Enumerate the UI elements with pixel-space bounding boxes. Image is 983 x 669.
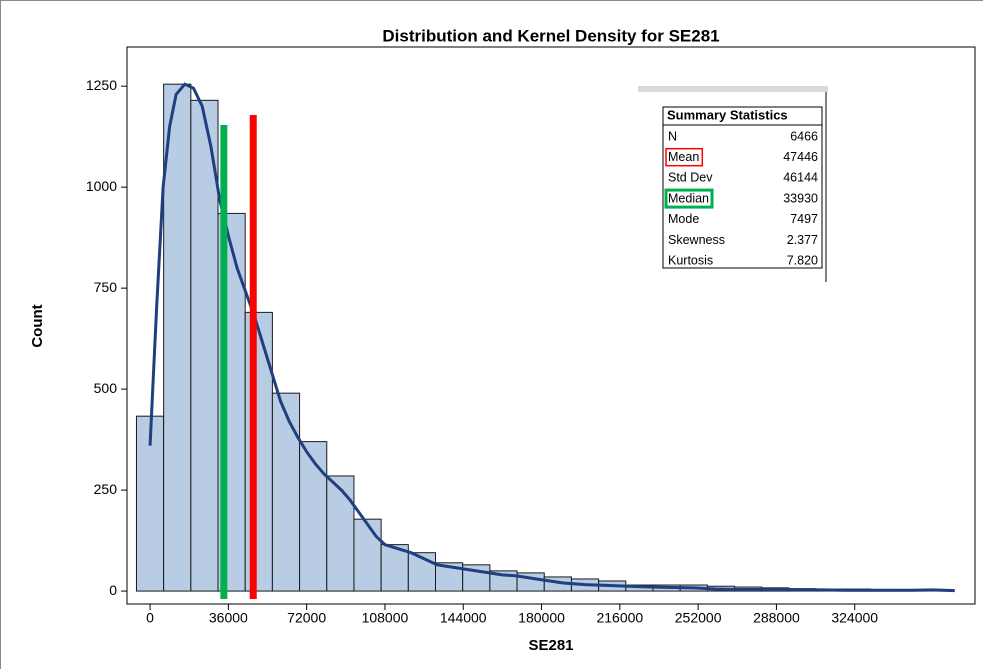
x-tick-label: 216000 bbox=[596, 610, 643, 626]
stat-highlight bbox=[664, 188, 714, 209]
stat-value: 2.377 bbox=[787, 233, 818, 247]
bar bbox=[244, 311, 273, 592]
stat-label: Median bbox=[668, 191, 709, 205]
y-axis-label: Count bbox=[29, 304, 46, 347]
stat-value: 7497 bbox=[790, 212, 818, 226]
stat-value: 7.820 bbox=[787, 253, 818, 267]
inset-shadow bbox=[638, 86, 828, 92]
y-tick-label: 1000 bbox=[86, 178, 117, 194]
x-tick-label: 72000 bbox=[287, 610, 326, 626]
stat-label: Std Dev bbox=[668, 171, 713, 185]
stat-highlight bbox=[665, 147, 704, 167]
y-tick-label: 750 bbox=[94, 279, 118, 295]
x-tick-label: 288000 bbox=[753, 610, 800, 626]
stat-label: N bbox=[668, 129, 677, 143]
x-tick-label: 180000 bbox=[518, 610, 565, 626]
x-tick-label: 324000 bbox=[831, 610, 878, 626]
x-tick-label: 252000 bbox=[675, 610, 722, 626]
x-tick-label: 144000 bbox=[440, 610, 487, 626]
stat-value: 33930 bbox=[783, 191, 818, 205]
bar bbox=[353, 518, 382, 592]
chart-title: Distribution and Kernel Density for SE28… bbox=[382, 26, 719, 45]
stat-label: Mode bbox=[668, 212, 699, 226]
bar bbox=[163, 83, 192, 592]
y-tick-label: 500 bbox=[94, 380, 118, 396]
bar bbox=[271, 392, 301, 592]
bar bbox=[190, 99, 219, 592]
stat-label: Mean bbox=[668, 150, 699, 164]
x-tick-label: 108000 bbox=[362, 610, 409, 626]
y-tick-label: 1250 bbox=[86, 77, 117, 93]
x-tick-label: 0 bbox=[146, 610, 154, 626]
table-title: Summary Statistics bbox=[667, 107, 788, 122]
stat-label: Kurtosis bbox=[668, 253, 713, 267]
stat-value: 6466 bbox=[790, 129, 818, 143]
stat-value: 46144 bbox=[783, 171, 818, 185]
y-tick-label: 250 bbox=[94, 481, 118, 497]
bar bbox=[326, 475, 355, 592]
summary-table bbox=[662, 106, 823, 269]
y-tick-label: 0 bbox=[109, 582, 117, 598]
bar bbox=[299, 441, 328, 592]
stat-label: Skewness bbox=[668, 233, 725, 247]
bar bbox=[380, 544, 409, 592]
x-axis-label: SE281 bbox=[528, 637, 573, 654]
x-tick-label: 36000 bbox=[209, 610, 248, 626]
stat-value: 47446 bbox=[783, 150, 818, 164]
